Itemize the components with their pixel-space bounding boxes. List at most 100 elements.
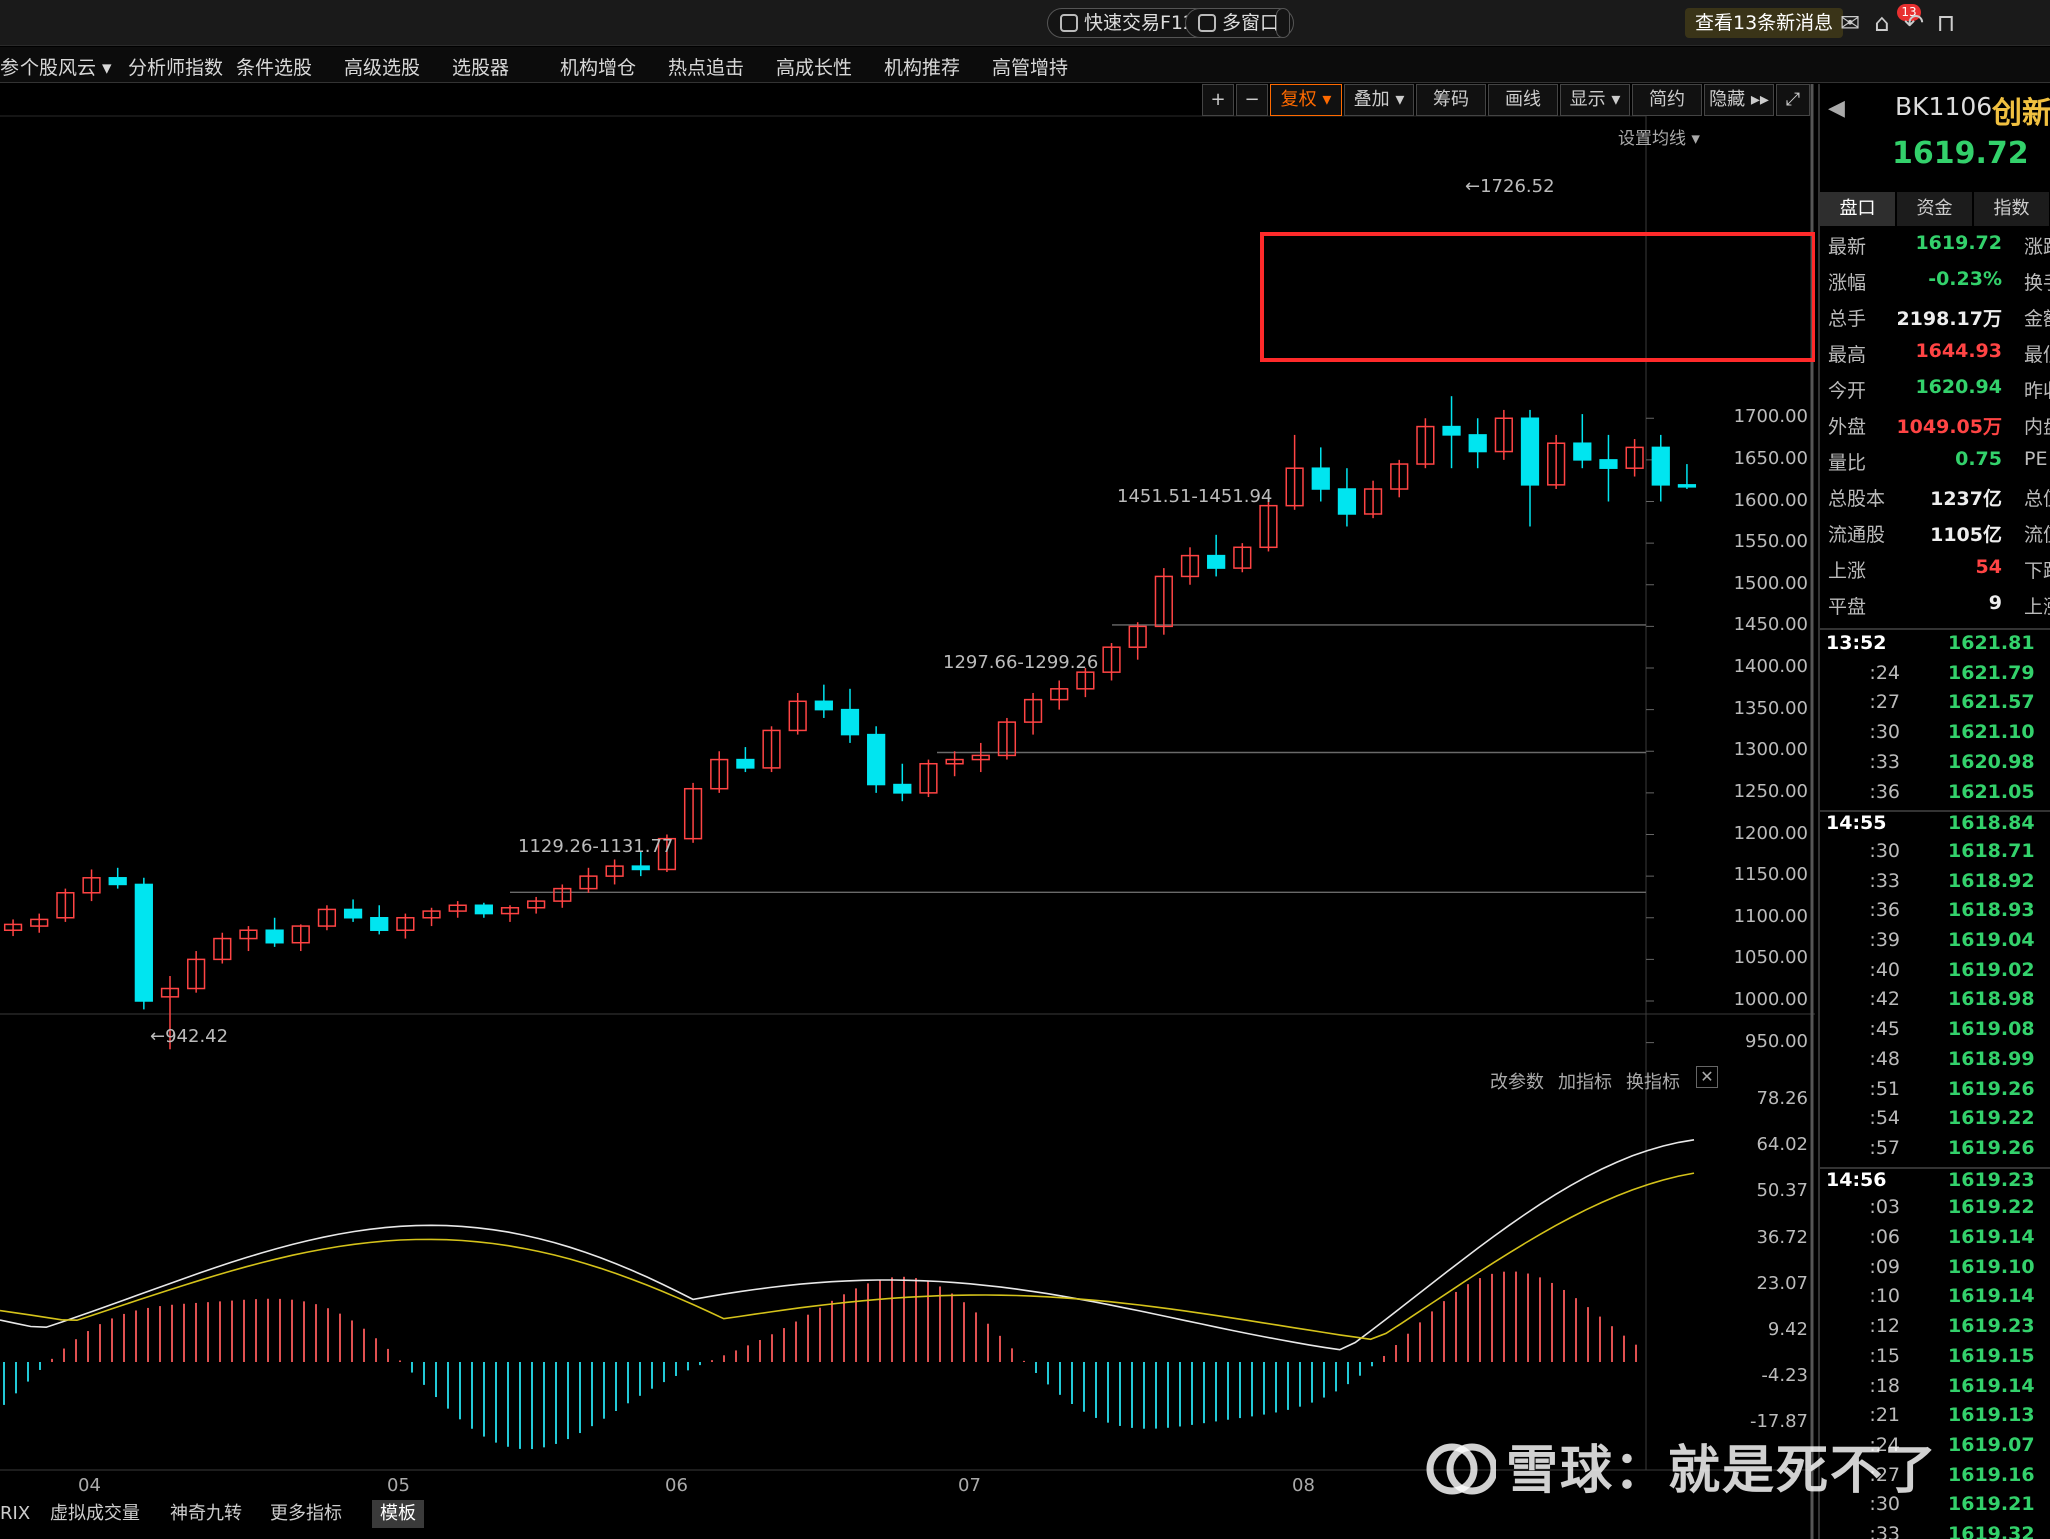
candle-up [317,908,337,927]
tab-template[interactable]: 模板 [372,1500,424,1528]
quote-label: 量比 [1828,452,1867,474]
menu-item-analyst-index[interactable]: 分析师指数 [128,57,224,79]
menu-item-condition-select[interactable]: 条件选股 [236,57,313,79]
macd-dif-line [0,1139,1695,1351]
support-levels [510,624,1646,894]
collapse-left-icon[interactable]: ◀ [1828,96,1845,121]
tab-more-indicators[interactable]: 更多指标 [270,1503,342,1524]
quote-value: 1644.93 [1915,340,2002,362]
tick-price: 1619.16 [1948,1463,2035,1486]
tab-magic-nine[interactable]: 神奇九转 [170,1503,242,1524]
menu-item-inst-increase[interactable]: 机构增仓 [560,57,637,79]
draw-line-button[interactable]: 画线 [1488,84,1558,116]
menu-item-partial[interactable]: 参 [0,57,20,79]
tick-price: 1619.10 [1948,1255,2035,1278]
candle-down [474,904,493,915]
simple-button[interactable]: 简约 [1632,84,1702,116]
collapsed-pill[interactable] [1276,8,1290,38]
tick-row: :57 1619.26 [1818,1137,2050,1167]
candle-up [1233,546,1252,569]
candle-down [867,733,886,786]
level-annotation-1: 1451.51-1451.94 [1117,486,1273,507]
home-icon[interactable]: ⌂ [1874,9,1890,37]
tab-pankou[interactable]: 盘口 [1820,192,1896,226]
tick-price: 1619.22 [1948,1107,2035,1130]
menu-item-high-growth[interactable]: 高成长性 [776,57,853,79]
tick-row: :12 1619.23 [1818,1315,2050,1345]
candle-down [343,908,363,919]
candle-up [1494,417,1513,453]
menu-item-advanced-select[interactable]: 高级选股 [344,57,421,79]
add-indicator-button[interactable]: 加指标 [1558,1072,1612,1093]
price-tick: 1550.00 [1733,531,1808,553]
tick-time: :10 [1869,1285,1900,1308]
quote-right-label: 总值 [2024,488,2050,510]
tick-row: :48 1618.99 [1818,1048,2050,1078]
tick-row: :51 1619.26 [1818,1078,2050,1108]
chips-button[interactable]: 筹码 [1416,84,1486,116]
quote-row: 最高 1644.93 最低 [1828,336,2050,372]
menu-item-stock-news[interactable]: 个股风云 ▾ [20,57,112,79]
tab-rix[interactable]: RIX [0,1503,31,1524]
overlay-button[interactable]: 叠加 ▾ [1344,84,1414,116]
tick-time: :30 [1869,839,1900,862]
candle-down [265,929,284,944]
tick-price: 1619.13 [1948,1404,2035,1427]
candle-up [160,987,180,998]
candle-up [1259,504,1278,549]
menu-item-hotspot[interactable]: 热点追击 [668,57,745,79]
candle-down [1573,442,1592,461]
quote-right-label: 上涨 [2024,596,2050,618]
mail-icon[interactable]: ✉ [1839,9,1861,37]
switch-indicator-button[interactable]: 换指标 [1626,1072,1680,1093]
zoom-in-button[interactable]: + [1202,84,1234,116]
quick-trade-button[interactable]: 快速交易F12 [1047,8,1211,38]
tick-row: :24 1619.07 [1818,1434,2050,1464]
candle-up [239,929,258,940]
menu-item-exec-increase[interactable]: 高管增持 [992,57,1069,79]
candle-down [108,877,127,886]
change-params-button[interactable]: 改参数 [1490,1072,1544,1093]
tick-price: 1619.26 [1948,1136,2035,1159]
tab-index[interactable]: 指数 [1974,192,2050,226]
quote-value: 9 [1988,592,2002,614]
quote-row: 平盘 9 上涨 [1828,588,2050,624]
tick-time: :21 [1869,1404,1900,1427]
tick-price: 1619.08 [1948,1018,2035,1041]
display-button[interactable]: 显示 ▾ [1560,84,1630,116]
fullscreen-icon[interactable]: ⤢ [1776,84,1810,116]
tick-time: :30 [1869,1493,1900,1516]
candle-up [605,865,624,877]
tab-virtual-volume[interactable]: 虚拟成交量 [50,1503,140,1524]
tick-time: :27 [1869,1463,1900,1486]
tick-time: :24 [1869,1433,1900,1456]
candlesticks [3,396,1697,1050]
quote-right-label: 换手 [2024,272,2050,294]
candle-down [1442,425,1461,436]
tick-price: 1619.14 [1948,1226,2035,1248]
quote-row: 总手 2198.17万金额 [1828,300,2050,336]
menu-item-stock-picker[interactable]: 选股器 [452,57,510,79]
quote-value: 0.75 [1955,448,2002,470]
candle-up [1416,425,1435,465]
candle-up [1128,625,1147,648]
candle-down [1337,488,1357,515]
back-icon[interactable]: ↶ [1903,9,1925,37]
candle-up [3,923,23,931]
quote-label: 今开 [1828,380,1867,402]
set-ma-dropdown[interactable]: 设置均线 ▾ [1618,129,1700,149]
kline-chart[interactable] [0,84,1815,1539]
quote-row: 外盘 1049.05万内盘 [1828,408,2050,444]
bag-icon[interactable]: ⊓ [1936,9,1956,37]
tick-row: :36 1618.93 [1818,899,2050,929]
close-indicator-icon[interactable]: ✕ [1696,1066,1718,1088]
candle-down [1520,417,1540,486]
zoom-out-button[interactable]: − [1236,84,1268,116]
hide-button[interactable]: 隐藏 ▸▸ [1704,84,1774,116]
new-messages-button[interactable]: 查看13条新消息 [1685,8,1844,38]
restore-rights-button[interactable]: 复权 ▾ [1270,84,1342,116]
candle-down [840,708,860,736]
tab-funds[interactable]: 资金 [1897,192,1973,226]
tick-time: :27 [1869,691,1900,714]
menu-item-inst-recommend[interactable]: 机构推荐 [884,57,961,79]
